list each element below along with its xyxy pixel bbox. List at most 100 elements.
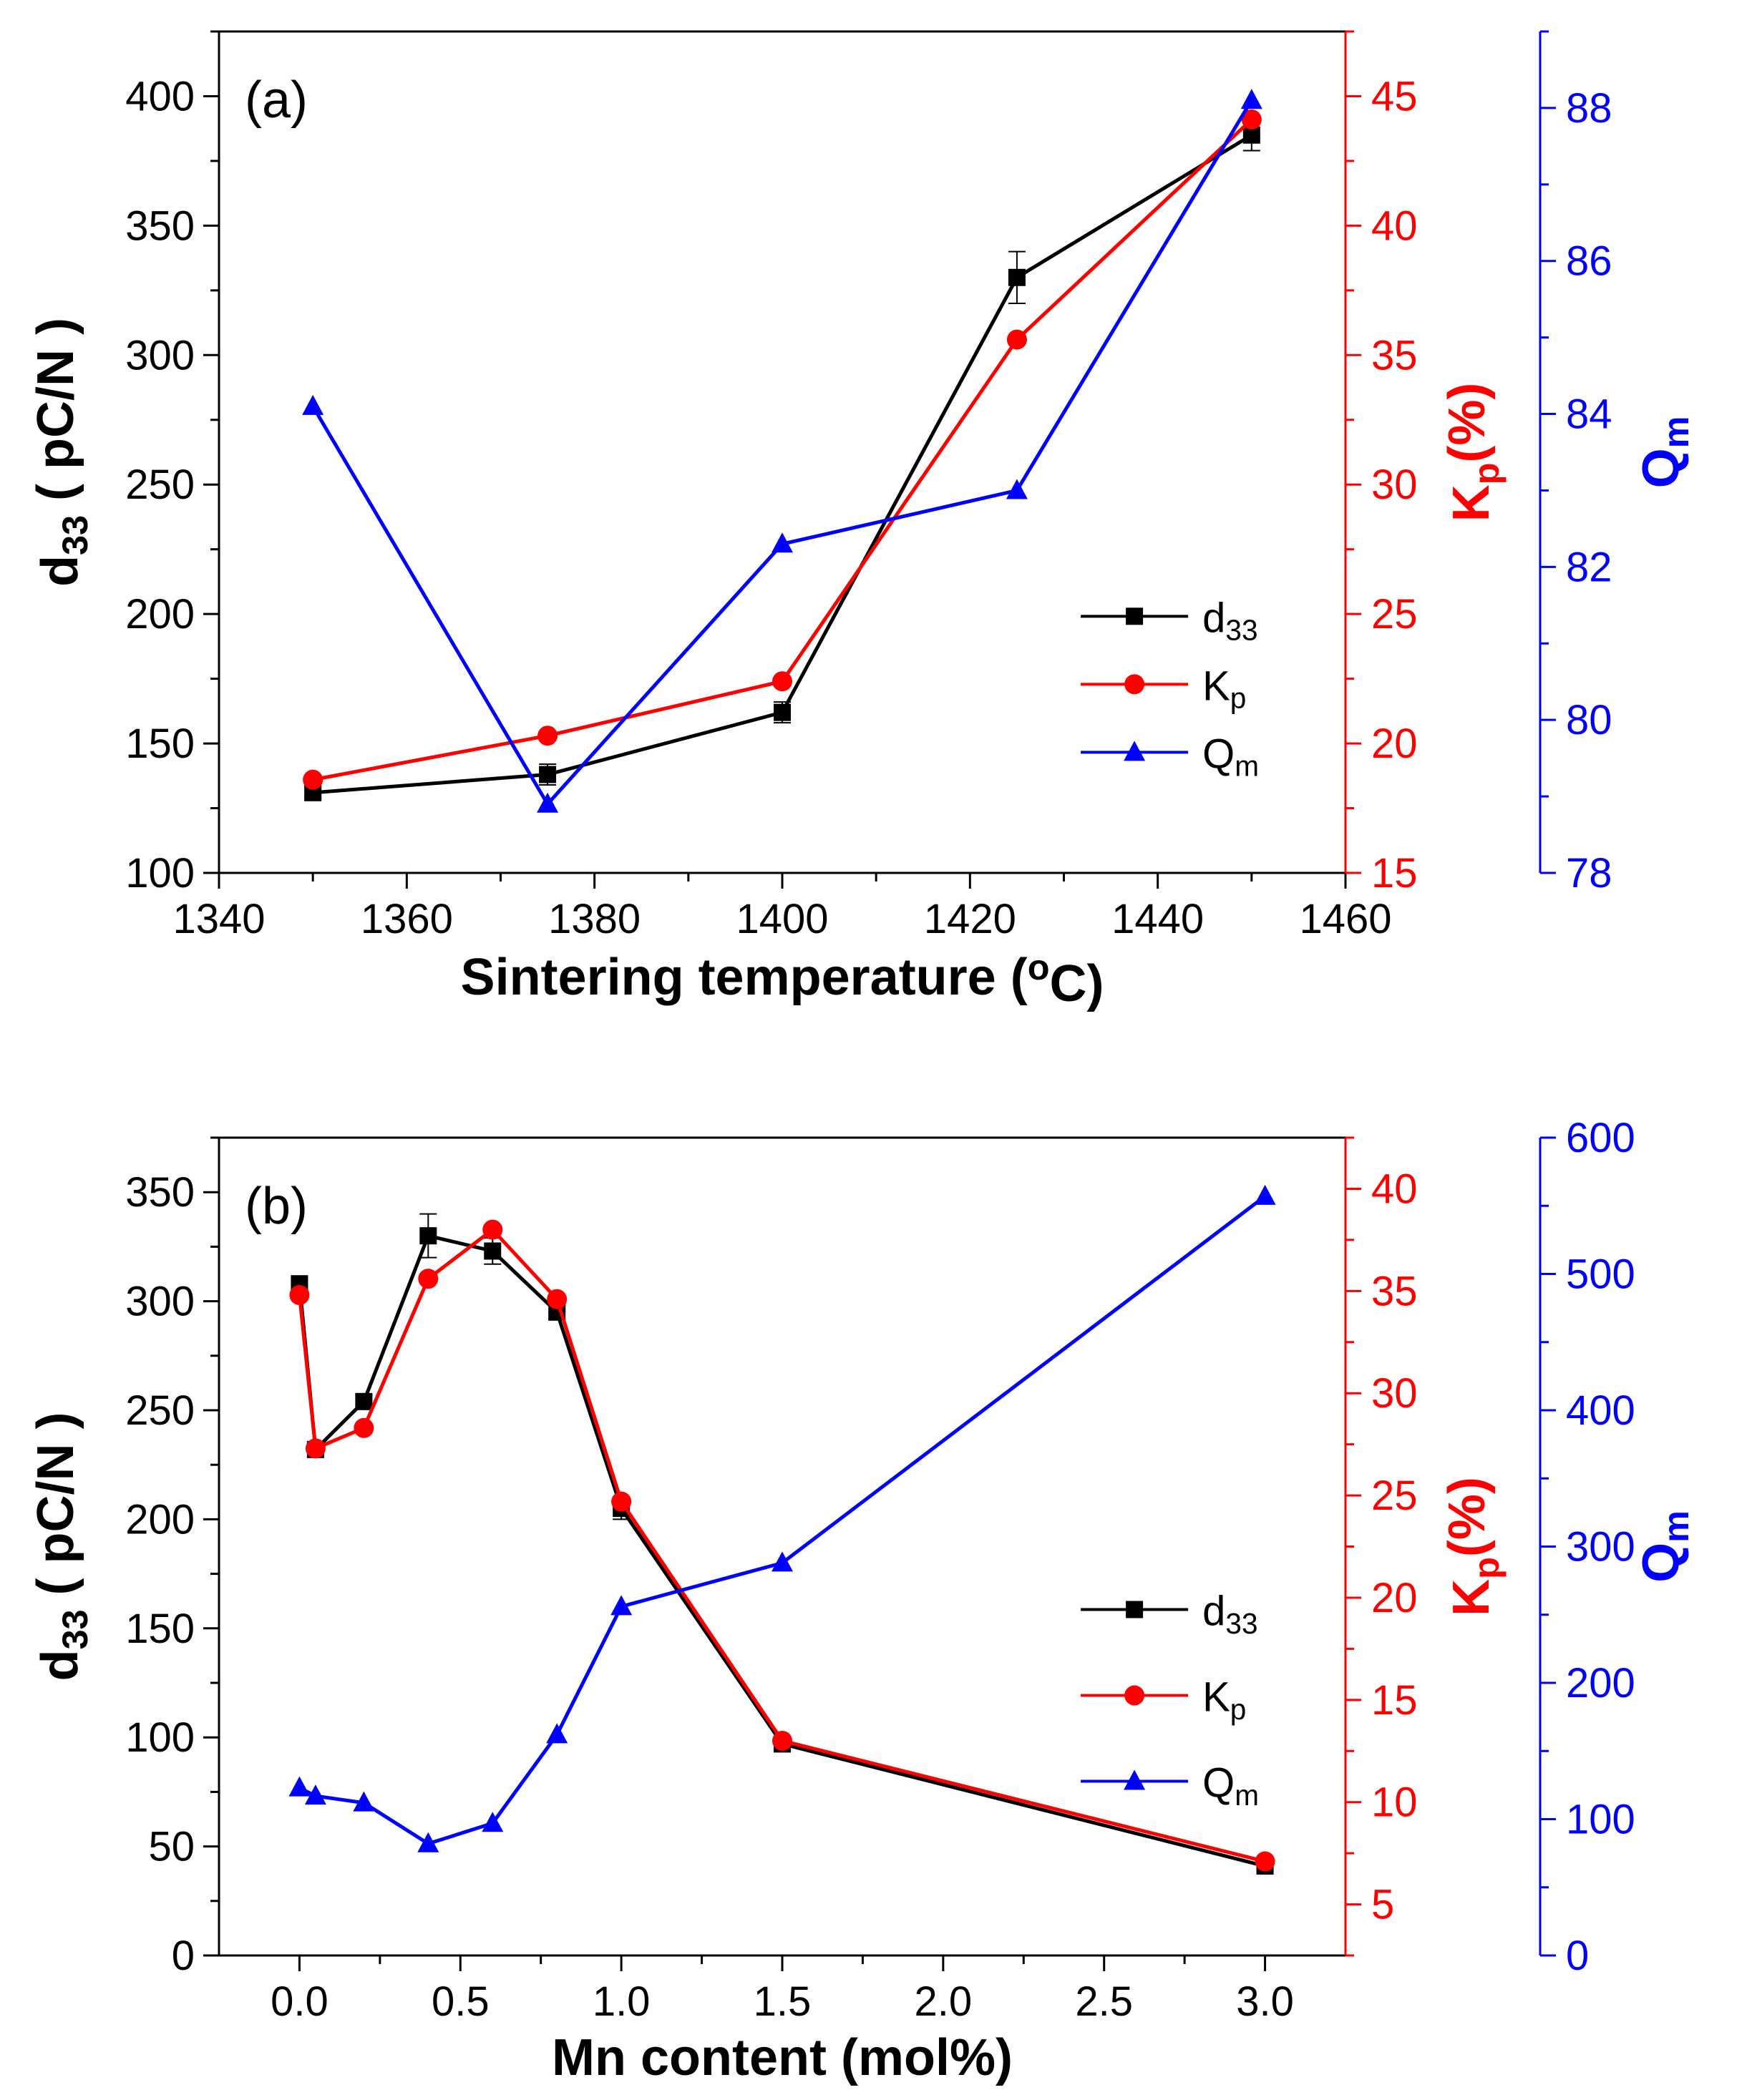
data-point-Qm xyxy=(288,1776,311,1797)
x-tick-label: 1400 xyxy=(736,896,828,942)
left-tick-label: 250 xyxy=(125,1387,195,1434)
legend-marker-d33 xyxy=(1126,1601,1144,1618)
series-Qm xyxy=(302,89,1262,813)
data-point-Qm xyxy=(772,532,793,553)
left-axis-title-part-2: ( pC/N ) xyxy=(27,318,84,515)
right-axis-kp-title: Kp(%) xyxy=(1439,1477,1507,1616)
legend-label-d33: d33 xyxy=(1202,1588,1257,1640)
series-line-d33 xyxy=(312,133,1253,795)
series-line-d33 xyxy=(297,1234,1266,1868)
data-point-Qm xyxy=(304,1784,326,1805)
left-tick-label: 100 xyxy=(125,850,195,897)
data-point-Qm xyxy=(1006,479,1028,499)
legend-label-d33-part-0: d xyxy=(1202,595,1225,641)
data-point-Kp xyxy=(1241,109,1262,130)
x-tick-label: 1380 xyxy=(548,896,641,942)
data-point-Qm xyxy=(482,1812,504,1832)
series-d33 xyxy=(291,1213,1274,1875)
legend-marker-Kp xyxy=(1124,1685,1145,1706)
legend-marker-d33 xyxy=(1126,607,1144,625)
data-point-Kp xyxy=(537,726,558,746)
data-point-d33 xyxy=(484,1242,502,1260)
right-kp-tick-label: 40 xyxy=(1371,202,1418,249)
left-axis-title-part-2: ( pC/N ) xyxy=(27,1412,84,1610)
data-point-Qm xyxy=(537,792,559,813)
left-tick-label: 300 xyxy=(125,332,195,379)
data-point-Kp xyxy=(547,1289,568,1309)
x-axis-title-part-2: C) xyxy=(1049,955,1104,1012)
panel-b-chart: 0.0 0.5 1.0 1.5 2.0 2.5 3.00501001502002503003… xyxy=(27,1115,1696,2086)
data-point-Qm xyxy=(302,394,324,415)
right-qm-tick-label: 400 xyxy=(1566,1387,1635,1434)
data-point-Kp xyxy=(418,1269,439,1289)
left-axis-title-part-0: d xyxy=(31,555,89,587)
data-point-Kp xyxy=(354,1417,374,1438)
right-qm-tick-label: 500 xyxy=(1566,1251,1635,1298)
data-point-Qm xyxy=(610,1595,633,1616)
data-point-d33 xyxy=(355,1392,373,1410)
x-tick-label: 0.5 xyxy=(432,1978,490,2025)
legend-label-d33-part-1: 33 xyxy=(1225,614,1257,647)
right-qm-tick-label: 88 xyxy=(1566,85,1612,132)
x-axis-title-part-0: Sintering temperature ( xyxy=(461,949,1028,1006)
data-point-Qm xyxy=(417,1832,439,1852)
data-point-Qm xyxy=(1254,1184,1276,1205)
legend-label-Kp: Kp xyxy=(1202,663,1246,714)
data-point-d33 xyxy=(419,1227,437,1245)
right-axis-kp-title-part-2: (%) xyxy=(1439,1477,1496,1557)
series-line-Qm xyxy=(311,99,1253,807)
right-axis-kp-title-part-2: (%) xyxy=(1439,383,1496,463)
right-axis-kp-title-part-1: p xyxy=(1466,1557,1507,1579)
right-kp-tick-label: 15 xyxy=(1371,850,1418,897)
right-kp-tick-label: 25 xyxy=(1371,591,1418,638)
right-kp-tick-label: 20 xyxy=(1371,721,1418,767)
right-qm-tick-label: 80 xyxy=(1566,697,1612,743)
series-Kp xyxy=(289,1219,1275,1872)
legend-label-Kp: Kp xyxy=(1202,1674,1246,1726)
left-tick-label: 150 xyxy=(125,1606,195,1652)
panel-a-chart: 1340 1360 1380 1400 1420 1440 1460 100 150 200 250… xyxy=(27,30,1696,1012)
right-axis-qm-title-part-0: Q xyxy=(1632,1543,1690,1583)
legend-label-d33-part-1: 33 xyxy=(1225,1607,1257,1640)
data-point-Kp xyxy=(1006,329,1027,350)
legend-label-Kp-part-0: K xyxy=(1202,663,1230,709)
x-tick-label: 2.5 xyxy=(1075,1978,1133,2025)
legend-label-Qm-part-0: Q xyxy=(1202,731,1235,777)
right-kp-tick-label: 25 xyxy=(1371,1473,1418,1519)
x-axis-title-part-1: o xyxy=(1028,947,1050,987)
right-kp-tick-label: 20 xyxy=(1371,1575,1418,1621)
x-tick-label: 1460 xyxy=(1299,896,1391,942)
left-tick-label: 350 xyxy=(125,1169,195,1216)
right-kp-tick-label: 35 xyxy=(1371,1268,1418,1314)
right-axis-kp-title: Kp(%) xyxy=(1439,383,1507,522)
data-point-Qm xyxy=(1240,89,1262,109)
x-axis-title: Mn content (mol%) xyxy=(552,2029,1013,2086)
left-tick-label: 200 xyxy=(125,1496,195,1543)
right-kp-tick-label: 35 xyxy=(1371,332,1418,379)
panel-label: (a) xyxy=(245,72,308,129)
right-qm-tick-label: 84 xyxy=(1566,391,1612,438)
left-axis-title-part-1: 33 xyxy=(54,515,95,555)
right-axis-kp-title-part-1: p xyxy=(1466,463,1507,485)
right-kp-tick-label: 15 xyxy=(1371,1677,1418,1724)
right-qm-tick-label: 600 xyxy=(1566,1115,1635,1161)
data-point-Kp xyxy=(611,1491,632,1512)
panel-label: (b) xyxy=(245,1178,308,1235)
left-tick-label: 100 xyxy=(125,1714,195,1761)
left-tick-label: 400 xyxy=(125,73,195,119)
legend-label-d33-part-0: d xyxy=(1202,1588,1225,1635)
x-tick-label: 3.0 xyxy=(1236,1978,1294,2025)
legend-label-Kp-part-1: p xyxy=(1230,1693,1247,1726)
legend-label-Qm-part-1: m xyxy=(1235,1779,1259,1812)
right-qm-tick-label: 82 xyxy=(1566,544,1612,590)
data-point-d33 xyxy=(539,766,557,783)
x-tick-label: 1340 xyxy=(172,896,265,942)
left-axis-title: d33 ( pC/N ) xyxy=(27,318,95,587)
data-point-Kp xyxy=(305,1438,326,1459)
data-point-Kp xyxy=(772,671,792,692)
series-Kp xyxy=(303,109,1262,790)
legend-marker-Qm xyxy=(1124,741,1146,761)
data-point-Kp xyxy=(1255,1851,1275,1872)
